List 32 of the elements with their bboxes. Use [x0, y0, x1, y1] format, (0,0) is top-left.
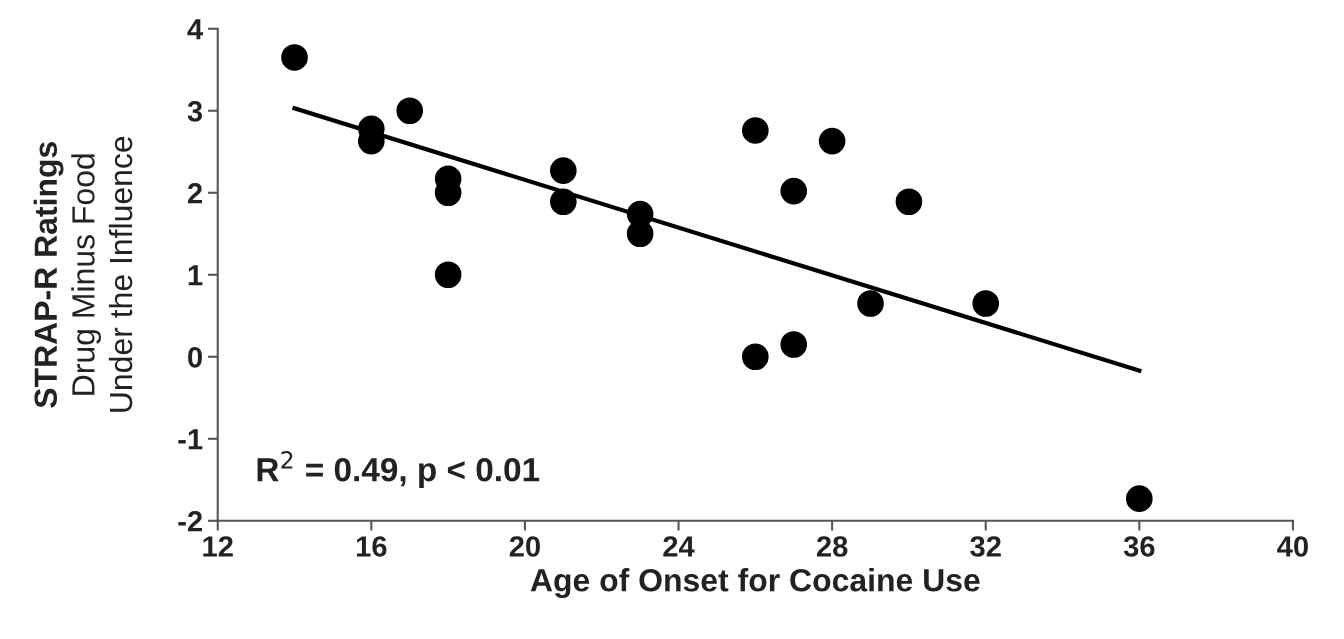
- y-tick-label: 0: [188, 346, 202, 368]
- point: [857, 290, 884, 317]
- x-tick-label: 24: [663, 536, 695, 557]
- point: [281, 44, 308, 71]
- point: [818, 127, 846, 155]
- point: [550, 157, 577, 184]
- point: [1126, 485, 1153, 512]
- annotation: R$^{2}$ = 0.49, p < 0.01: [257, 451, 540, 489]
- x-tick-label: 32: [970, 536, 1001, 557]
- x-axis-title: Age of Onset for Cocaine Use: [530, 568, 980, 599]
- point: [742, 343, 769, 371]
- point: [396, 97, 424, 125]
- point: [780, 177, 808, 205]
- x-tick-label: 28: [816, 536, 848, 557]
- x-tick-label: 20: [509, 536, 540, 557]
- y-axis-title: STRAP-R Ratings Drug Minus Food Under the Influence: [33, 136, 133, 412]
- point: [895, 188, 923, 216]
- y-tick-label: 1: [188, 265, 203, 286]
- point: [972, 290, 1000, 317]
- point: [742, 117, 769, 144]
- x-tick-label: 12: [203, 536, 233, 557]
- point: [780, 331, 808, 358]
- y-tick-label: -1: [178, 429, 203, 450]
- y-tick-label: 2: [187, 182, 202, 204]
- point: [434, 261, 462, 289]
- x-tick-label: 16: [356, 536, 387, 557]
- point: [550, 188, 577, 216]
- y-tick-label: 4: [187, 19, 203, 40]
- x-tick-label: 36: [1123, 536, 1155, 557]
- y-tick-label: -2: [178, 510, 202, 532]
- x-tick-label: 40: [1277, 536, 1308, 557]
- y-tick-label: 3: [187, 100, 203, 122]
